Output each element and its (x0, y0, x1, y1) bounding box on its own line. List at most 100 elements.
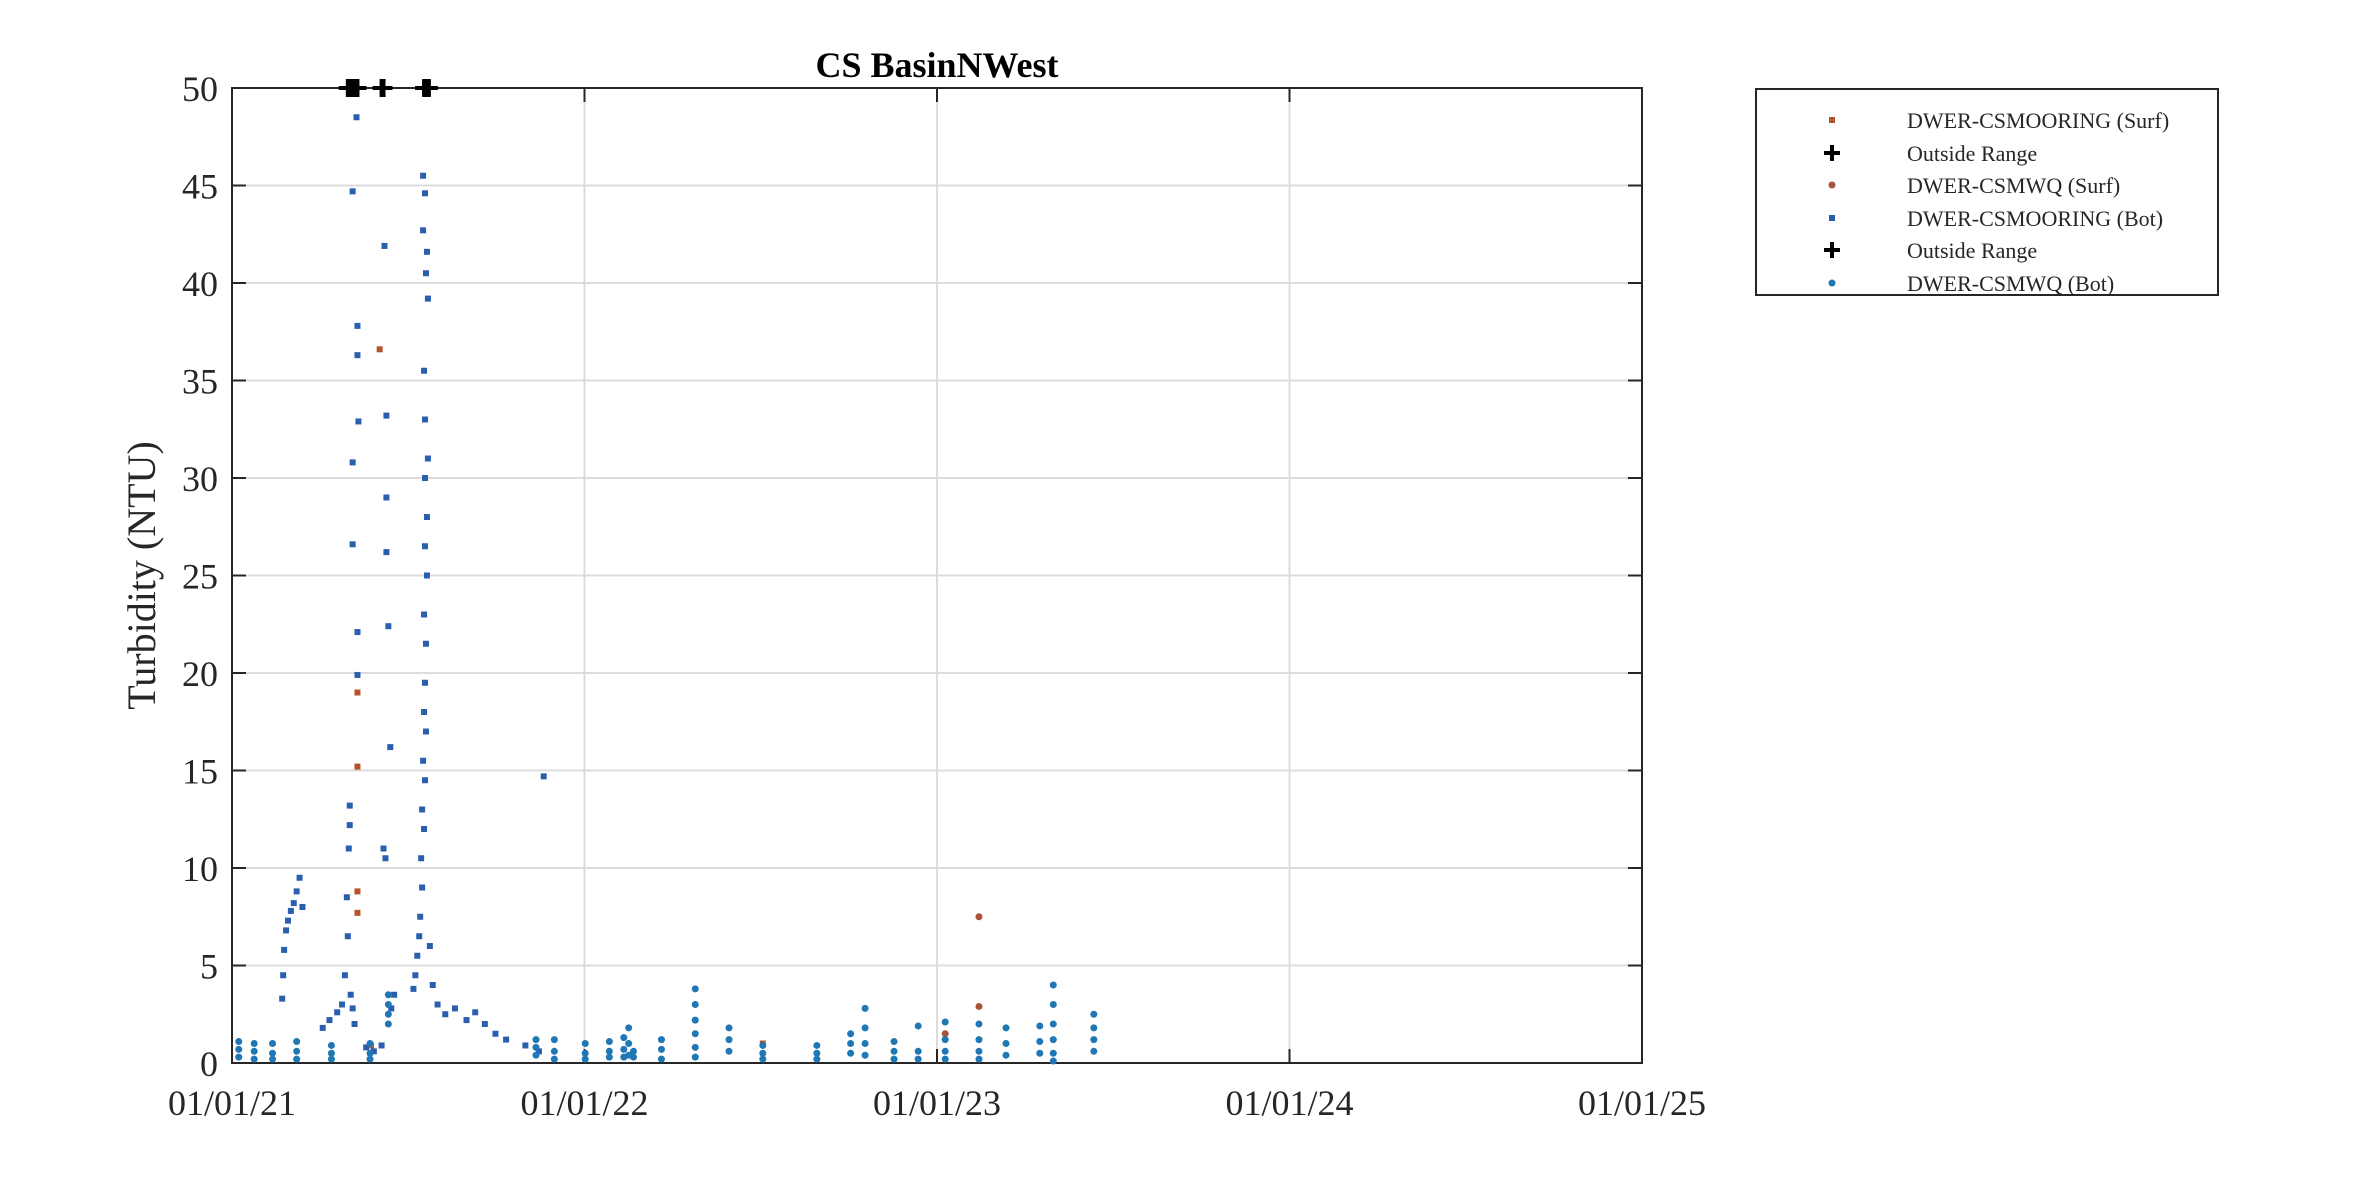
data-point (354, 909, 361, 916)
data-point (581, 1040, 589, 1047)
data-point (914, 1047, 922, 1055)
data-point (540, 773, 547, 780)
data-point (419, 884, 426, 891)
data-point (421, 709, 428, 715)
data-point (1090, 1047, 1098, 1055)
data-point (327, 1049, 335, 1057)
data-point (341, 972, 348, 979)
data-point (366, 1049, 374, 1057)
legend-item: DWER-CSMOORING (Bot) (1757, 202, 2217, 235)
data-point (287, 907, 294, 914)
data-point (890, 1047, 898, 1055)
data-point (813, 1055, 821, 1063)
data-point (290, 900, 297, 907)
legend-item: DWER-CSMWQ (Bot) (1757, 267, 2217, 300)
data-point (975, 1036, 983, 1044)
data-point (847, 1040, 855, 1047)
data-point (550, 1036, 558, 1044)
data-point (691, 1043, 699, 1051)
data-point (299, 904, 306, 910)
data-point (620, 1045, 628, 1053)
data-point (941, 1047, 949, 1055)
data-point (861, 1051, 869, 1059)
data-point (605, 1047, 613, 1055)
grid (232, 88, 1642, 1063)
data-point (349, 188, 356, 195)
data-point (1090, 1010, 1098, 1018)
data-point (387, 744, 394, 751)
y-axis-label: Turbidity (NTU) (119, 441, 164, 710)
data-point (861, 1040, 869, 1047)
series-3 (279, 114, 547, 1055)
data-point (629, 1053, 637, 1061)
data-point (339, 1001, 346, 1008)
data-point (250, 1047, 258, 1055)
data-point (941, 1018, 949, 1026)
x-tick-label: 01/01/21 (168, 1083, 296, 1123)
data-point (1090, 1036, 1098, 1044)
data-point (422, 728, 429, 735)
series-0 (354, 346, 766, 1049)
legend-marker-shape (1829, 214, 1835, 221)
data-point (941, 1055, 949, 1063)
series-5 (235, 981, 1098, 1065)
data-point (1049, 1049, 1057, 1057)
data-point (250, 1040, 258, 1047)
data-point (354, 322, 361, 329)
data-point (421, 611, 428, 618)
data-point (416, 933, 423, 940)
data-point (1036, 1038, 1044, 1046)
data-point (391, 991, 398, 998)
data-point (847, 1030, 855, 1038)
data-point (366, 1040, 374, 1047)
chart-title: CS BasinNWest (815, 45, 1058, 85)
data-point (422, 475, 429, 481)
y-tick-label: 5 (200, 947, 218, 987)
data-point (349, 541, 356, 548)
data-point (419, 806, 426, 813)
data-point (384, 991, 392, 999)
x-tick-label: 01/01/22 (520, 1083, 648, 1123)
legend-label: Outside Range (1907, 238, 2038, 263)
data-point (414, 952, 421, 959)
data-point (423, 572, 430, 579)
legend-item: DWER-CSMWQ (Surf) (1757, 169, 2217, 202)
y-tick-label: 45 (182, 167, 218, 207)
data-point (383, 412, 390, 419)
data-point (378, 1042, 385, 1049)
data-point (293, 1047, 301, 1055)
data-point (759, 1049, 767, 1057)
data-point (975, 1055, 983, 1063)
data-point (725, 1036, 733, 1044)
data-point (417, 913, 424, 920)
data-point (353, 114, 360, 121)
data-point (605, 1038, 613, 1046)
legend-marker-shape (1828, 279, 1836, 286)
y-tick-label: 40 (182, 264, 218, 304)
data-point (345, 845, 352, 852)
data-point (442, 1011, 449, 1018)
data-point (813, 1041, 821, 1049)
data-point (420, 227, 427, 234)
data-point (492, 1030, 499, 1037)
data-point (861, 1024, 869, 1032)
data-point (620, 1034, 628, 1042)
data-point (420, 757, 427, 764)
data-point (383, 549, 390, 556)
data-point (629, 1047, 637, 1055)
data-point (1002, 1024, 1010, 1032)
data-point (481, 1021, 488, 1027)
data-point (412, 972, 419, 979)
data-point (423, 248, 430, 255)
data-point (385, 623, 392, 630)
data-point (1049, 1001, 1057, 1008)
data-point (354, 763, 361, 770)
data-point (347, 991, 354, 998)
data-point (347, 79, 366, 97)
data-point (941, 1036, 949, 1044)
legend: DWER-CSMOORING (Surf) Outside Range DWER-C… (1755, 88, 2219, 296)
series-4 (339, 79, 438, 97)
data-point (581, 1049, 589, 1057)
y-tick-label: 25 (182, 557, 218, 597)
data-point (373, 79, 392, 97)
